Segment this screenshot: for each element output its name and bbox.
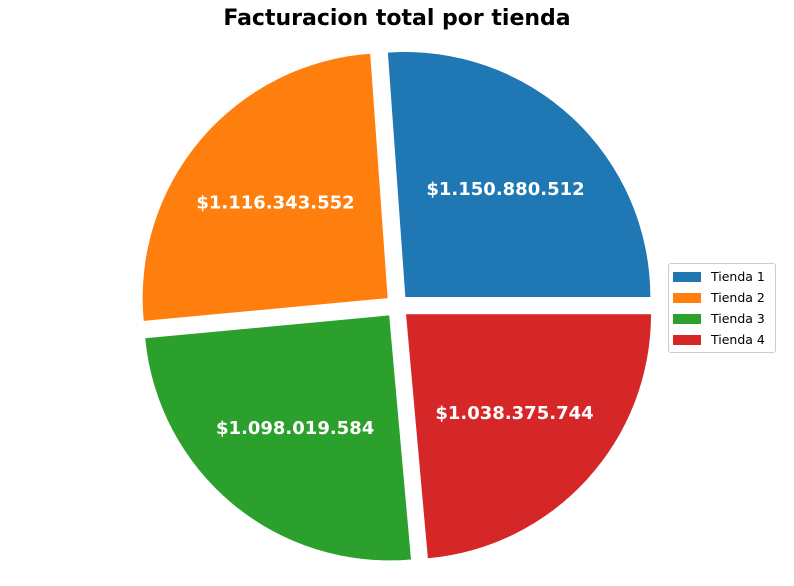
legend-swatch bbox=[673, 334, 701, 345]
pie-slice-4 bbox=[406, 314, 652, 559]
chart-title: Facturacion total por tienda bbox=[223, 6, 571, 31]
legend-label: Tienda 1 bbox=[711, 269, 765, 284]
legend-swatch bbox=[673, 271, 701, 282]
legend: Tienda 1 Tienda 2 Tienda 3 Tienda 4 bbox=[668, 263, 776, 353]
slice-label-4: $1.038.375.744 bbox=[435, 403, 593, 424]
legend-label: Tienda 4 bbox=[711, 332, 765, 347]
slice-label-1: $1.150.880.512 bbox=[426, 179, 584, 200]
legend-label: Tienda 2 bbox=[711, 290, 765, 305]
legend-item-tienda-3: Tienda 3 bbox=[673, 308, 771, 329]
legend-item-tienda-4: Tienda 4 bbox=[673, 329, 771, 350]
pie-slice-1 bbox=[387, 52, 651, 298]
slice-label-3: $1.098.019.584 bbox=[216, 418, 374, 439]
legend-swatch bbox=[673, 313, 701, 324]
legend-swatch bbox=[673, 292, 701, 303]
pie-slice-2 bbox=[142, 53, 388, 321]
legend-label: Tienda 3 bbox=[711, 311, 765, 326]
pie-slice-3 bbox=[145, 315, 411, 561]
legend-item-tienda-2: Tienda 2 bbox=[673, 287, 771, 308]
legend-item-tienda-1: Tienda 1 bbox=[673, 266, 771, 287]
slice-label-2: $1.116.343.552 bbox=[196, 193, 354, 214]
